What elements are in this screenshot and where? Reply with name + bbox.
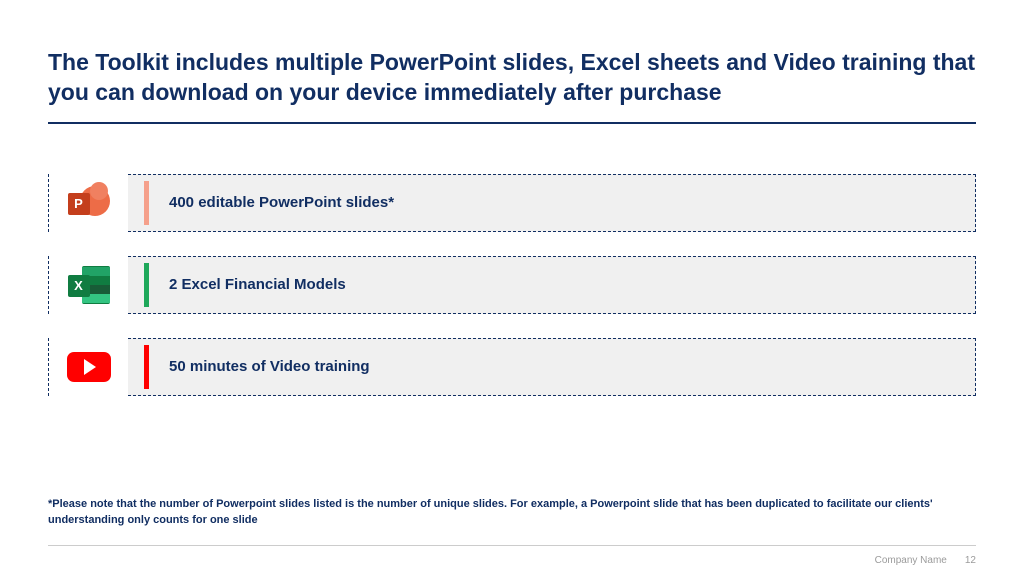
accent-bar: [144, 345, 149, 389]
slide-footer: Company Name 12: [875, 555, 976, 566]
toolkit-item-video: 50 minutes of Video training: [48, 338, 976, 396]
toolkit-item-excel: X 2 Excel Financial Models: [48, 256, 976, 314]
icon-box: X: [48, 256, 128, 314]
powerpoint-icon: P: [68, 182, 110, 224]
icon-box: [48, 338, 128, 396]
company-name: Company Name: [875, 555, 947, 566]
slide-container: The Toolkit includes multiple PowerPoint…: [0, 0, 1024, 576]
accent-bar: [144, 181, 149, 225]
item-label: 2 Excel Financial Models: [169, 276, 346, 293]
accent-bar: [144, 263, 149, 307]
item-label: 50 minutes of Video training: [169, 358, 370, 375]
footer-divider: [48, 545, 976, 546]
item-label: 400 editable PowerPoint slides*: [169, 194, 394, 211]
excel-icon: X: [68, 264, 110, 306]
toolkit-item-powerpoint: P 400 editable PowerPoint slides*: [48, 174, 976, 232]
slide-title: The Toolkit includes multiple PowerPoint…: [48, 48, 976, 108]
youtube-icon: [67, 352, 111, 382]
icon-box: P: [48, 174, 128, 232]
footnote-text: *Please note that the number of Powerpoi…: [48, 497, 976, 528]
title-underline: [48, 122, 976, 124]
page-number: 12: [965, 555, 976, 566]
